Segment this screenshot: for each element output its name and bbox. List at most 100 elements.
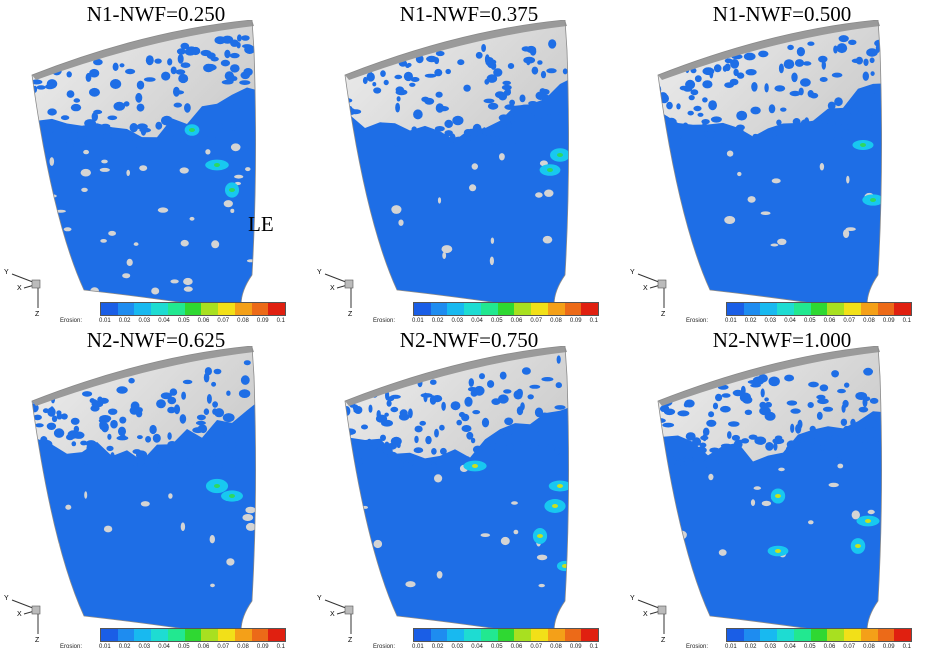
colorbar-swatch xyxy=(268,629,286,641)
colorbar-tick-label: 0.08 xyxy=(237,644,249,650)
erosion-panel: N2-NWF=0.750 Y X Z Erosion: 0.01 0.02 0.03 0.04 0… xyxy=(313,326,625,651)
colorbar-tick-label: 0.04 xyxy=(471,644,483,650)
erosion-panel: N2-NWF=1.000 Y X Z Erosion: 0.01 0.02 0.03 0.04 0… xyxy=(626,326,938,651)
erosion-panel: N1-NWF=0.375 Y X Z Erosion: 0.01 0.02 0.03 0.04 0… xyxy=(313,0,625,325)
erosion-panel: N2-NWF=0.625 Y X Z Erosion: 0.01 0.02 0.03 0.04 0… xyxy=(0,326,312,651)
colorbar-swatch xyxy=(430,303,448,315)
colorbar-tick-label: 0.02 xyxy=(744,318,757,324)
colorbar-swatch xyxy=(743,629,761,641)
colorbar-ticks: 0.01 0.02 0.03 0.04 0.05 0.06 0.07 0.08 0.09 0.1 xyxy=(725,644,911,650)
colorbar-tick-label: 0.06 xyxy=(510,644,523,650)
colorbar-swatch xyxy=(117,629,135,641)
colorbar-swatch xyxy=(117,303,135,315)
colorbar-tick-label: 0.08 xyxy=(863,318,875,324)
colorbar-tick-label: 0.03 xyxy=(451,318,464,324)
colorbar-swatch xyxy=(581,629,599,641)
colorbar-tick-label: 0.07 xyxy=(217,318,230,324)
axis-triad: Y X Z xyxy=(4,269,41,317)
panel-title: N1-NWF=0.375 xyxy=(399,2,539,26)
colorbar-tick-label: 0.04 xyxy=(471,318,483,324)
colorbar-ticks: 0.01 0.02 0.03 0.04 0.05 0.06 0.07 0.08 0.09 0.1 xyxy=(412,644,598,650)
colorbar-tick-label: 0.06 xyxy=(823,318,836,324)
colorbar-swatch xyxy=(827,303,845,315)
colorbar-swatch xyxy=(414,629,431,641)
colorbar-tick-label: 0.04 xyxy=(784,644,796,650)
colorbar-swatch xyxy=(743,303,761,315)
colorbar-tick-label: 0.02 xyxy=(118,318,131,324)
panel-title: N2-NWF=0.750 xyxy=(399,328,539,352)
colorbar-swatch xyxy=(894,303,912,315)
colorbar-swatch xyxy=(101,629,118,641)
erosion-panel: N1-NWF=0.500 Y X Z Erosion: 0.01 0.02 0.03 0.04 0… xyxy=(626,0,938,325)
axis-triad: Y X Z xyxy=(317,269,354,317)
axis-triad: Y X Z xyxy=(630,269,667,317)
colorbar-tick-label: 0.1 xyxy=(276,644,285,650)
blade-erosion-map xyxy=(344,346,569,639)
axis-label-z: Z xyxy=(661,311,666,317)
axis-label-z: Z xyxy=(348,311,353,317)
axis-label-x: X xyxy=(643,285,648,292)
colorbar-ticks: 0.01 0.02 0.03 0.04 0.05 0.06 0.07 0.08 0.09 0.1 xyxy=(725,318,911,324)
panel-title: N1-NWF=0.250 xyxy=(86,2,226,26)
colorbar-title: Erosion: xyxy=(686,644,709,650)
colorbar-swatch xyxy=(860,629,878,641)
panel-title: N2-NWF=1.000 xyxy=(712,328,852,352)
colorbar-tick-label: 0.1 xyxy=(902,644,911,650)
colorbar-tick-label: 0.09 xyxy=(569,644,582,650)
colorbar-swatch xyxy=(218,303,235,315)
colorbar-swatch xyxy=(547,303,565,315)
colorbar-swatch xyxy=(151,629,168,641)
colorbar-swatch xyxy=(184,629,202,641)
colorbar-swatch xyxy=(727,629,744,641)
colorbar-swatch xyxy=(201,303,219,315)
colorbar-tick-label: 0.05 xyxy=(177,644,190,650)
axis-label-z: Z xyxy=(35,637,40,643)
colorbar-swatch xyxy=(134,303,152,315)
colorbar-tick-label: 0.02 xyxy=(431,318,444,324)
colorbar-title: Erosion: xyxy=(686,318,709,324)
colorbar-swatch xyxy=(810,629,828,641)
colorbar-swatch xyxy=(134,629,152,641)
axis-triad: Y X Z xyxy=(630,595,667,643)
colorbar-swatch xyxy=(184,303,202,315)
colorbar-swatch xyxy=(827,629,845,641)
colorbar-tick-label: 0.05 xyxy=(803,318,816,324)
colorbar-tick-label: 0.05 xyxy=(490,644,503,650)
colorbar-tick-label: 0.09 xyxy=(882,318,895,324)
colorbar-tick-label: 0.1 xyxy=(902,318,911,324)
colorbar-swatch xyxy=(447,629,465,641)
colorbar-tick-label: 0.07 xyxy=(843,318,856,324)
axis-label-y: Y xyxy=(317,595,322,602)
colorbar-tick-label: 0.09 xyxy=(256,318,269,324)
colorbar-tick-label: 0.01 xyxy=(725,644,737,650)
colorbar-tick-label: 0.09 xyxy=(882,644,895,650)
colorbar-swatch xyxy=(760,303,778,315)
blade-erosion-map xyxy=(31,20,256,313)
colorbar-tick-label: 0.07 xyxy=(843,644,856,650)
colorbar-ticks: 0.01 0.02 0.03 0.04 0.05 0.06 0.07 0.08 0.09 0.1 xyxy=(99,644,285,650)
colorbar-tick-label: 0.08 xyxy=(237,318,249,324)
colorbar-tick-label: 0.01 xyxy=(725,318,737,324)
colorbar-swatch xyxy=(810,303,828,315)
colorbar-swatch xyxy=(167,629,185,641)
colorbar-swatch xyxy=(251,629,269,641)
axis-label-x: X xyxy=(17,611,22,618)
colorbar-swatch xyxy=(793,629,811,641)
colorbar-swatch xyxy=(480,303,498,315)
colorbar-swatch xyxy=(514,629,532,641)
colorbar-title: Erosion: xyxy=(60,644,83,650)
colorbar-swatch xyxy=(268,303,286,315)
colorbar-title: Erosion: xyxy=(373,318,396,324)
colorbar-tick-label: 0.03 xyxy=(138,644,151,650)
colorbar-tick-label: 0.05 xyxy=(803,644,816,650)
colorbar-swatch xyxy=(547,629,565,641)
colorbar-tick-label: 0.02 xyxy=(118,644,131,650)
colorbar-tick-label: 0.06 xyxy=(197,644,210,650)
colorbar-swatch xyxy=(777,303,794,315)
colorbar-title: Erosion: xyxy=(373,644,396,650)
colorbar-swatch xyxy=(101,303,118,315)
axis-triad: Y X Z xyxy=(317,595,354,643)
colorbar-tick-label: 0.09 xyxy=(569,318,582,324)
axis-label-x: X xyxy=(330,611,335,618)
axis-label-z: Z xyxy=(661,637,666,643)
